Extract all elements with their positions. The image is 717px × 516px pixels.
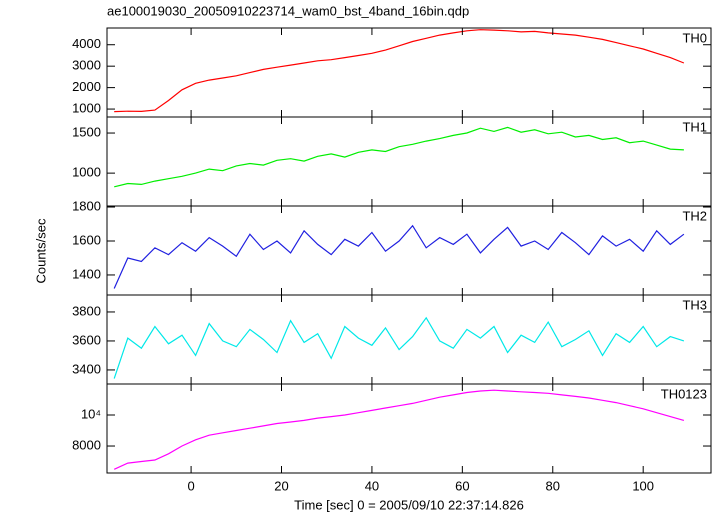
panel-label: TH3 xyxy=(682,297,707,312)
y-tick-label: 1400 xyxy=(72,266,101,281)
x-tick-label: 100 xyxy=(632,478,654,493)
y-tick-label: 1600 xyxy=(72,232,101,247)
x-tick-label: 20 xyxy=(274,478,288,493)
light-curve xyxy=(114,126,684,188)
light-curve xyxy=(113,224,685,289)
panel-frame xyxy=(106,205,712,296)
panel-label: TH0123 xyxy=(661,386,707,401)
x-tick-label: 40 xyxy=(365,478,379,493)
y-tick-label: 1800 xyxy=(72,198,101,213)
panel-label: TH0 xyxy=(682,30,707,45)
panel-frame xyxy=(106,383,712,474)
x-axis-label: Time [sec] 0 = 2005/09/10 22:37:14.826 xyxy=(294,497,524,512)
y-tick-label: 4000 xyxy=(72,36,101,51)
panel-frame xyxy=(106,116,712,207)
y-tick-label: 10⁴ xyxy=(81,406,101,421)
y-tick-label: 3600 xyxy=(72,332,101,347)
panel-label: TH2 xyxy=(682,208,707,223)
y-tick-label: 1000 xyxy=(72,101,101,116)
light-curve xyxy=(114,29,685,113)
y-tick-label: 1000 xyxy=(72,165,101,180)
light-curve xyxy=(113,316,685,379)
light-curve xyxy=(113,389,685,470)
y-tick-label: 3000 xyxy=(72,58,101,73)
x-tick-label: 80 xyxy=(546,478,560,493)
y-tick-label: 3800 xyxy=(72,303,101,318)
x-tick-label: 60 xyxy=(455,478,469,493)
y-axis-label: Counts/sec xyxy=(33,218,48,284)
y-tick-label: 2000 xyxy=(72,79,101,94)
y-tick-label: 8000 xyxy=(72,437,101,452)
panel-label: TH1 xyxy=(682,119,707,134)
y-tick-label: 3400 xyxy=(72,361,101,376)
y-tick-label: 1500 xyxy=(72,124,101,139)
chart-title: ae100019030_20050910223714_wam0_bst_4ban… xyxy=(107,3,469,18)
panel-frame xyxy=(106,27,712,118)
x-tick-label: 0 xyxy=(187,478,194,493)
